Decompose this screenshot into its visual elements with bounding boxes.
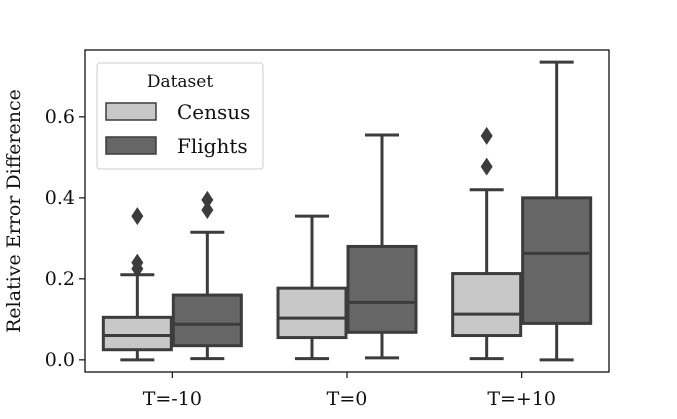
box-census-cat1 xyxy=(276,214,348,361)
plot-layer xyxy=(101,60,593,362)
axes-layer: 0.0 0.2 0.4 0.6 T=-10 T=0 T=+10 xyxy=(45,106,556,410)
iqr-box-census-cat1 xyxy=(276,286,348,340)
iqr-box-census-cat0 xyxy=(101,315,173,352)
outlier-flights-cat0-1 xyxy=(201,190,214,209)
y-tick-label-3: 0.6 xyxy=(45,106,75,128)
x-tick-label-0: T=-10 xyxy=(143,388,202,410)
legend-label-census: Census xyxy=(177,100,250,124)
outlier-census-cat2-1 xyxy=(480,126,493,145)
box-flights-cat0 xyxy=(171,190,243,361)
iqr-box-flights-cat2 xyxy=(521,196,593,325)
y-tick-label-1: 0.2 xyxy=(45,268,75,290)
iqr-box-flights-cat1 xyxy=(346,244,418,334)
outlier-census-cat0-1 xyxy=(131,253,144,272)
y-tick-label-2: 0.4 xyxy=(45,187,75,209)
box-flights-cat2 xyxy=(521,60,593,362)
outlier-flights-cat0-0 xyxy=(201,200,214,219)
outlier-census-cat0-2 xyxy=(131,207,144,226)
y-axis-label: Relative Error Difference xyxy=(3,89,25,333)
box-census-cat2 xyxy=(451,126,523,361)
x-tick-label-1: T=0 xyxy=(327,388,368,410)
box-census-cat0 xyxy=(101,207,173,362)
outlier-census-cat2-0 xyxy=(480,157,493,176)
iqr-box-flights-cat0 xyxy=(171,293,243,348)
legend-title: Dataset xyxy=(147,72,214,92)
box-flights-cat1 xyxy=(346,133,418,360)
x-tick-label-2: T=+10 xyxy=(487,388,556,410)
legend-swatch-flights xyxy=(105,136,157,155)
iqr-box-census-cat2 xyxy=(451,272,523,338)
y-tick-label-0: 0.0 xyxy=(45,349,75,371)
legend-label-flights: Flights xyxy=(177,134,248,158)
legend-swatch-census xyxy=(105,102,157,121)
legend: Dataset Census Flights xyxy=(96,62,264,170)
